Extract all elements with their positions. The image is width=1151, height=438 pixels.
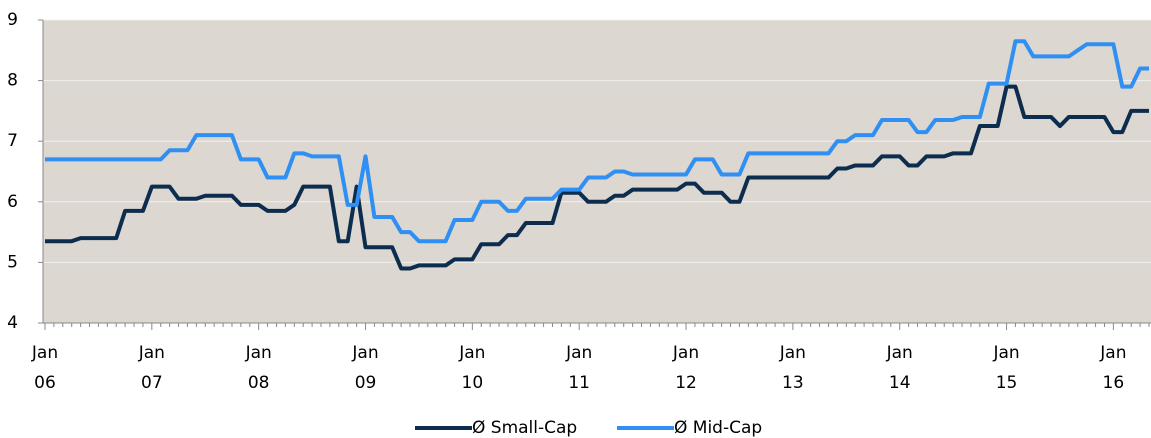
x-tick-label: Jan 13 [779, 343, 806, 393]
x-tick-label: Jan 16 [1100, 343, 1127, 393]
x-tick-label: Jan 15 [993, 343, 1020, 393]
plot-area [43, 20, 1151, 323]
y-tick-label: 7 [7, 131, 18, 151]
x-tick-label: Jan 07 [138, 343, 165, 393]
x-tick-label: Jan 09 [352, 343, 379, 393]
y-tick-label: 4 [7, 313, 18, 333]
y-tick-label: 8 [7, 71, 18, 91]
x-tick-label: Jan 10 [459, 343, 486, 393]
x-tick-label: Jan 12 [672, 343, 700, 393]
y-tick-label: 9 [7, 10, 18, 30]
series-line [45, 84, 1149, 271]
x-tick-label: Jan 06 [31, 343, 59, 393]
x-tick-label: Jan 08 [245, 343, 272, 393]
y-tick-label: 6 [7, 192, 18, 212]
legend-label: Ø Small-Cap [472, 418, 577, 438]
legend-label: Ø Mid-Cap [674, 418, 762, 438]
x-tick-label: Jan 11 [566, 343, 593, 393]
y-tick-label: 5 [7, 252, 18, 272]
x-tick-label: Jan 14 [886, 343, 913, 393]
series-line [45, 39, 1149, 244]
